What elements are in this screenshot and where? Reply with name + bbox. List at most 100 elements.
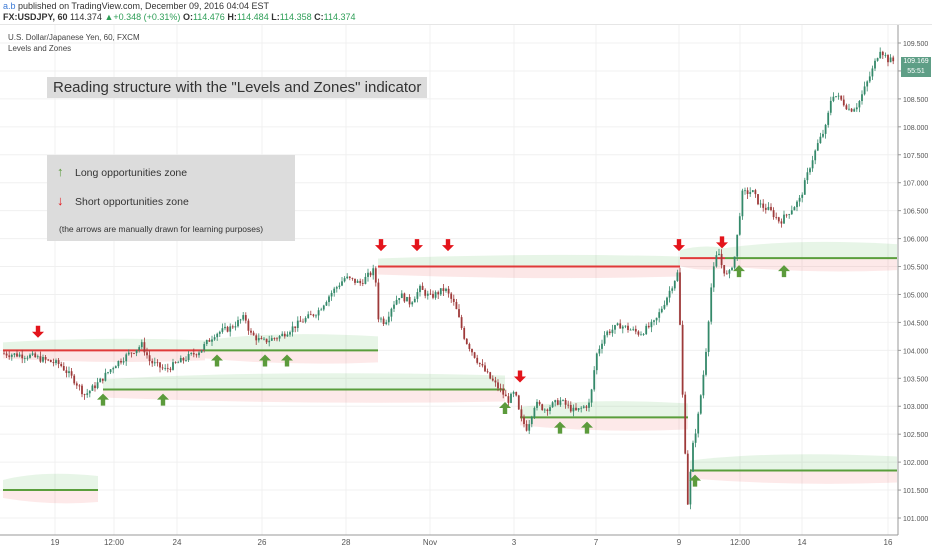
- candle-body: [632, 328, 635, 330]
- candle-body: [481, 363, 484, 366]
- candle-body: [335, 287, 338, 289]
- x-tick-label: 14: [798, 538, 807, 547]
- candle-body: [538, 401, 541, 405]
- candle-body: [463, 327, 466, 339]
- candle-body: [676, 272, 679, 281]
- long-zone-band: [690, 454, 897, 471]
- countdown-tag: 55:51: [901, 67, 931, 77]
- long-arrow-icon: [581, 421, 593, 434]
- candle-body: [718, 253, 720, 256]
- candle-body: [621, 326, 624, 329]
- long-zone-band: [3, 338, 205, 351]
- candle-body: [57, 360, 60, 364]
- candle-body: [322, 305, 325, 310]
- high-value: 114.484: [236, 12, 269, 22]
- info-note: (the arrows are manually drawn for learn…: [59, 224, 264, 234]
- long-zone-band: [103, 373, 505, 390]
- candle-body: [73, 375, 76, 384]
- candle-body: [775, 217, 778, 218]
- candle-body: [606, 331, 609, 336]
- candle-body: [658, 312, 661, 318]
- candle-body: [707, 321, 710, 352]
- candle-body: [876, 58, 879, 61]
- long-zone-band: [3, 473, 98, 491]
- candle-body: [819, 136, 822, 144]
- candle-body: [741, 190, 744, 217]
- candle-body: [179, 358, 182, 363]
- candle-body: [863, 86, 866, 95]
- candle-body: [439, 288, 442, 295]
- candle-body: [556, 400, 559, 405]
- candle-body: [395, 299, 398, 305]
- candle-body: [364, 276, 367, 284]
- long-zone-band: [378, 254, 680, 267]
- candle-body: [767, 206, 770, 210]
- candle-body: [237, 320, 239, 327]
- candle-body: [52, 362, 55, 364]
- candle-body: [889, 57, 892, 63]
- candle-body: [250, 330, 252, 333]
- candle-body: [611, 329, 614, 334]
- candle-body: [822, 133, 824, 137]
- x-tick-label: 3: [512, 538, 517, 547]
- x-tick-label: 16: [884, 538, 893, 547]
- candle-body: [502, 388, 505, 395]
- candle-body: [148, 355, 151, 361]
- y-tick-label: 102.000: [903, 460, 928, 467]
- candle-body: [835, 96, 837, 98]
- candle-body: [218, 331, 221, 334]
- candle-body: [666, 297, 668, 305]
- candle-body: [486, 371, 489, 373]
- candle-body: [720, 253, 723, 266]
- candle-body: [455, 301, 458, 310]
- candle-body: [138, 347, 141, 350]
- candle-body: [837, 95, 840, 97]
- candle-body: [203, 344, 206, 350]
- candle-body: [512, 392, 515, 394]
- candle-body: [728, 270, 731, 274]
- short-arrow-icon: [32, 325, 44, 338]
- candle-body: [497, 382, 499, 389]
- candle-body: [694, 433, 697, 443]
- candle-body: [348, 276, 351, 278]
- candle-body: [603, 335, 606, 344]
- candle-body: [595, 353, 598, 371]
- candle-body: [338, 285, 341, 288]
- candle-body: [257, 338, 260, 341]
- candle-body: [192, 353, 195, 355]
- y-tick-label: 108.500: [903, 97, 928, 104]
- candle-body: [231, 326, 234, 328]
- candle-body: [387, 316, 390, 323]
- candle-body: [151, 360, 154, 364]
- candle-body: [624, 325, 627, 327]
- candle-body: [294, 326, 297, 328]
- last-price: 114.374: [70, 12, 102, 22]
- candle-body: [411, 302, 414, 305]
- author-link[interactable]: a.b: [3, 1, 16, 11]
- candle-body: [702, 374, 705, 396]
- candle-body: [640, 334, 642, 336]
- candle-body: [744, 190, 746, 192]
- candle-body: [3, 353, 5, 355]
- y-tick-label: 104.000: [903, 348, 928, 355]
- candle-body: [346, 276, 349, 279]
- candle-body: [117, 360, 120, 367]
- candle-body: [523, 417, 525, 424]
- candle-body: [686, 453, 689, 505]
- candle-body: [21, 354, 24, 359]
- x-tick-label: 26: [258, 538, 267, 547]
- short-arrow-icon: [673, 239, 685, 252]
- candle-body: [278, 336, 281, 339]
- candle-body: [445, 288, 447, 292]
- candle-body: [590, 389, 593, 403]
- candle-body: [515, 392, 518, 396]
- indicator-label[interactable]: Levels and Zones: [8, 44, 72, 53]
- y-tick-label: 101.500: [903, 488, 928, 495]
- candle-body: [793, 207, 796, 211]
- candle-body: [424, 289, 427, 296]
- candle-body: [226, 326, 229, 332]
- candle-body: [783, 214, 785, 224]
- candle-body: [478, 362, 481, 364]
- candle-body: [408, 296, 411, 305]
